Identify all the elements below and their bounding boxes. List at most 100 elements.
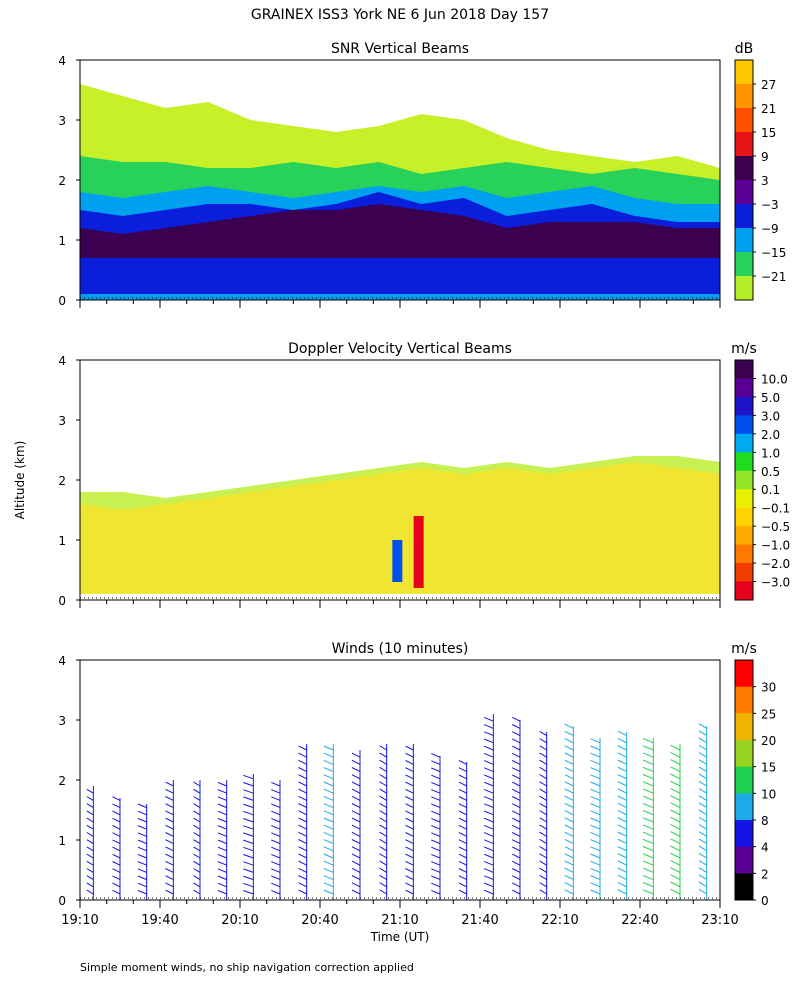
colorbar-label: −21 (761, 270, 786, 284)
y-tick-label: 0 (58, 294, 66, 308)
wind-barb (698, 867, 707, 873)
wind-barb (351, 810, 361, 816)
wind-barb (484, 760, 494, 765)
colorbar-swatch (735, 378, 753, 398)
wind-barb (539, 882, 547, 888)
winds-axes: 0 1 2 3 4 19:10 19:40 20:10 20:40 21:10 21:40 22:10… (58, 654, 738, 928)
wind-barb (323, 803, 334, 809)
colorbar-swatch (735, 713, 753, 741)
wind-barb (698, 795, 707, 801)
wind-barb (617, 824, 627, 830)
wind-barb (458, 774, 467, 780)
wind-barb (405, 846, 414, 852)
wind-barb (458, 860, 467, 866)
wind-barb (243, 861, 254, 866)
wind-barb (323, 745, 334, 751)
wind-barb (539, 802, 547, 809)
colorbar-frame (734, 359, 754, 601)
wind-barb (271, 868, 281, 873)
colorbar-swatch (735, 581, 753, 601)
wind-barb (642, 766, 654, 773)
wind-barb (165, 788, 174, 794)
wind-barb (243, 774, 254, 780)
wind-barb (539, 860, 547, 866)
y-tick-label: 1 (58, 834, 66, 848)
wind-barb (112, 875, 121, 881)
wind-barb (243, 825, 254, 830)
wind-barb (271, 817, 281, 823)
colorbar-swatch (735, 108, 753, 133)
colorbar-swatch (735, 84, 753, 109)
wind-barb (431, 774, 441, 780)
snr-panel: SNR Vertical Beams 0 1 2 3 4 27 21 15 9 3 −3 −9 −15… (58, 41, 786, 308)
wind-barb (670, 852, 681, 859)
y-tick-label: 1 (58, 234, 66, 248)
wind-barb (539, 867, 547, 873)
wind-barb (670, 823, 681, 830)
wind-barb (617, 752, 627, 758)
wind-barb (298, 752, 307, 758)
x-tick-label: 22:10 (541, 913, 578, 928)
wind-barb (642, 860, 654, 866)
wind-barb (511, 832, 521, 837)
wind-barb (379, 860, 387, 866)
wind-barb (431, 810, 441, 816)
wind-barb (112, 839, 121, 845)
wind-barb (165, 882, 174, 888)
wind-barb (484, 875, 494, 881)
wind-barb (405, 760, 414, 765)
wind-barb (405, 824, 414, 830)
wind-barb (564, 860, 574, 866)
wind-barb (698, 773, 707, 780)
wind-barb (243, 796, 254, 801)
wind-barb (379, 874, 387, 881)
wind-barb (484, 724, 494, 729)
wind-barb (698, 802, 707, 809)
wind-barb (193, 810, 201, 816)
wind-barb (564, 802, 574, 809)
colorbar-label: −3.0 (761, 576, 790, 590)
wind-barb (698, 831, 707, 837)
wind-barb (217, 853, 227, 859)
wind-barb (511, 860, 521, 866)
wind-barb (243, 890, 254, 895)
wind-barb (670, 831, 681, 837)
wind-barb (564, 853, 574, 859)
wind-barb (243, 818, 254, 823)
wind-barb (137, 825, 147, 830)
snr-colorbar-units: dB (735, 41, 754, 57)
wind-barb (298, 774, 307, 780)
wind-barb (217, 889, 227, 895)
wind-barb (431, 853, 441, 859)
wind-barb (564, 882, 574, 888)
wind-barb (86, 860, 94, 866)
wind-barb (458, 889, 467, 895)
wind-barb (642, 810, 654, 816)
wind-barb (670, 766, 681, 773)
wind-barb (323, 759, 334, 765)
wind-barb (642, 781, 654, 787)
wind-barb (351, 817, 361, 823)
wind-barb (271, 861, 281, 866)
wind-barb (165, 846, 174, 852)
wind-barb (458, 760, 467, 765)
wind-barb (511, 824, 521, 830)
y-tick-label: 3 (58, 414, 66, 428)
wind-barb (351, 752, 361, 758)
wind-barb (511, 810, 521, 816)
wind-barb (193, 803, 201, 809)
colorbar-label: 0.5 (761, 465, 780, 479)
wind-barb (642, 889, 654, 895)
y-tick-label: 3 (58, 114, 66, 128)
wind-barb (217, 825, 227, 830)
wind-barb (617, 860, 627, 866)
colorbar-swatch (735, 507, 753, 527)
wind-barb (405, 875, 414, 881)
wind-barb (217, 882, 227, 888)
wind-barb (539, 759, 547, 765)
colorbar-swatch (735, 360, 753, 379)
colorbar-label: 25 (761, 707, 776, 721)
wind-barb (590, 846, 601, 852)
colorbar-swatch (735, 228, 753, 253)
wind-barb (698, 874, 707, 881)
